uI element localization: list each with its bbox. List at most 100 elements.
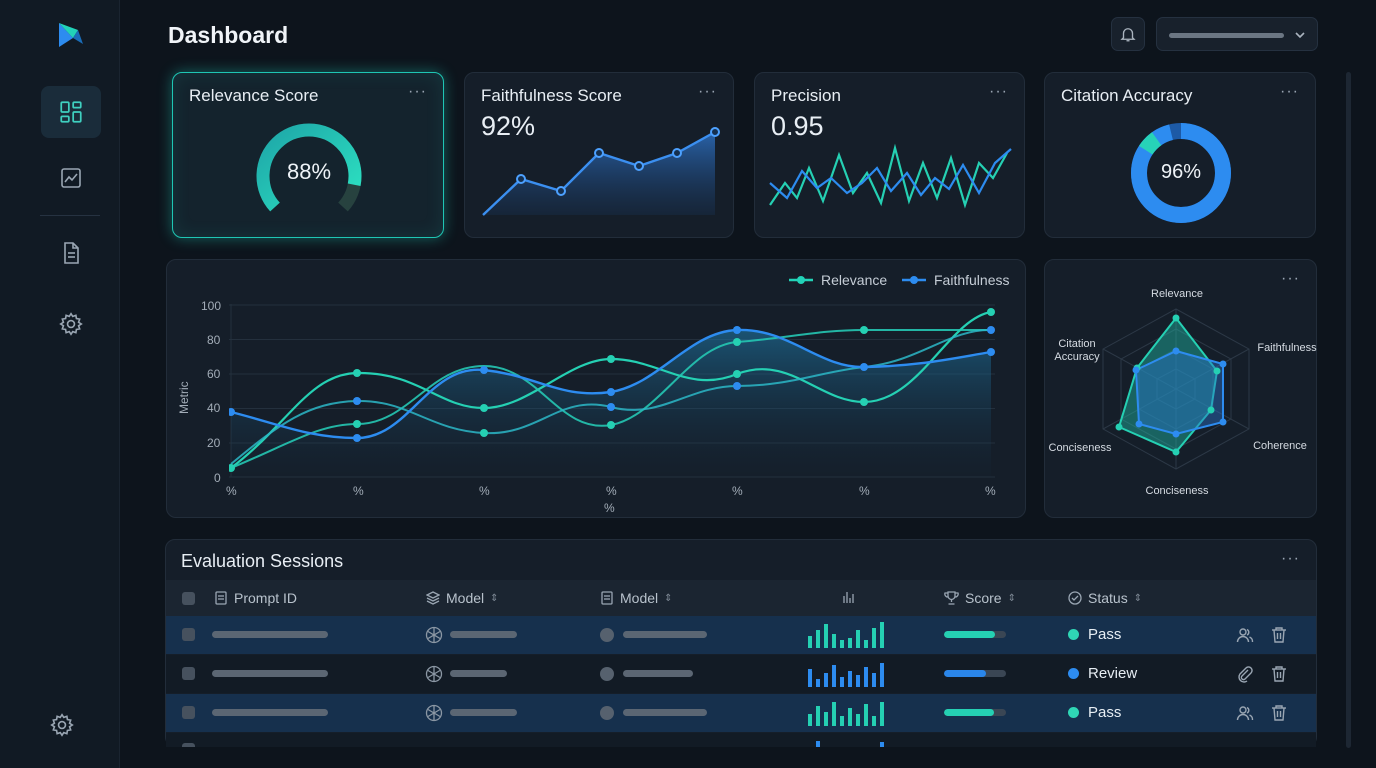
table-row[interactable] [166, 733, 1316, 747]
score-progress [944, 631, 1006, 638]
column-model[interactable]: Model ⇕ [426, 590, 499, 606]
status-dot [1068, 629, 1079, 640]
card-title: Relevance Score [189, 86, 319, 105]
workspace-select[interactable] [1156, 17, 1318, 51]
model-placeholder [450, 709, 517, 716]
sort-icon[interactable]: ⇕ [1133, 592, 1143, 604]
sidebar-item-analytics[interactable] [41, 152, 101, 204]
citation-donut [1131, 123, 1231, 223]
sidebar-item-settings[interactable] [41, 298, 101, 350]
model-placeholder [623, 631, 707, 638]
column-score[interactable]: Score ⇕ [944, 590, 1016, 606]
faithfulness-score-card[interactable]: Faithfulness Score 92% ··· [464, 72, 734, 238]
gear-icon [59, 312, 83, 336]
x-axis-label: % [604, 501, 615, 515]
x-tick: % [226, 484, 237, 498]
relevance-score-card[interactable]: Relevance Score ··· 88% [172, 72, 444, 238]
legend-swatch [902, 276, 926, 284]
sidebar-item-dashboard[interactable] [41, 86, 101, 138]
legend-relevance[interactable]: Relevance [789, 272, 887, 288]
more-options-button[interactable]: ··· [989, 83, 1008, 100]
table-title: Evaluation Sessions [181, 551, 344, 571]
more-options-button[interactable]: ··· [1281, 550, 1300, 567]
score-fill [944, 631, 995, 638]
score-fill [944, 670, 987, 677]
column-status[interactable]: Status ⇕ [1068, 590, 1142, 606]
bell-icon [1120, 28, 1136, 42]
radar-plot [1102, 308, 1250, 470]
notifications-button[interactable] [1111, 17, 1145, 51]
model-logo-icon [425, 704, 443, 722]
x-tick: % [606, 484, 617, 498]
column-model-2[interactable]: Model ⇕ [600, 590, 673, 606]
bottom-settings-button[interactable] [49, 712, 75, 743]
activity-sparkbars [816, 741, 884, 747]
column-label: Score [965, 590, 1002, 606]
card-title: Faithfulness Score [481, 86, 622, 105]
bar-chart-icon [843, 592, 854, 603]
trash-icon[interactable] [1270, 626, 1288, 644]
status-label: Pass [1088, 626, 1122, 643]
column-prompt-id[interactable]: Prompt ID [214, 590, 297, 606]
row-checkbox[interactable] [182, 628, 195, 641]
select-placeholder [1169, 33, 1284, 38]
relevance-value: 88% [286, 159, 332, 184]
more-options-button[interactable]: ··· [1280, 83, 1299, 100]
score-progress [944, 709, 1006, 716]
app-logo [56, 20, 86, 55]
gear-icon [50, 713, 74, 737]
radar-label: Relevance [1151, 288, 1203, 300]
citation-accuracy-card[interactable]: Citation Accuracy ··· 96% [1044, 72, 1316, 238]
activity-sparkbars [808, 663, 884, 687]
radar-label: Conciseness [1048, 442, 1112, 454]
y-tick: 20 [207, 436, 221, 450]
prompt-id-placeholder [212, 670, 328, 677]
trophy-icon [944, 591, 959, 605]
y-tick: 80 [207, 333, 221, 347]
users-icon[interactable] [1236, 626, 1254, 644]
legend-faithfulness[interactable]: Faithfulness [902, 272, 1009, 288]
table-row[interactable]: Review [166, 655, 1316, 693]
radar-label: Citation Accuracy [1054, 338, 1100, 363]
table-row[interactable]: Pass [166, 616, 1316, 654]
sidebar-item-documents[interactable] [41, 227, 101, 279]
table-row[interactable]: Pass [166, 694, 1316, 732]
prompt-id-placeholder [212, 709, 328, 716]
model-logo-icon [425, 626, 443, 644]
page-scrollbar[interactable] [1346, 72, 1351, 748]
legend-label: Relevance [821, 272, 888, 288]
paperclip-icon[interactable] [1236, 665, 1254, 683]
users-icon[interactable] [1236, 704, 1254, 722]
document-icon [64, 242, 79, 264]
trash-icon[interactable] [1270, 665, 1288, 683]
row-checkbox[interactable] [182, 743, 195, 747]
sort-icon[interactable]: ⇕ [490, 592, 499, 604]
more-options-button[interactable]: ··· [408, 83, 427, 100]
select-all-checkbox[interactable] [182, 592, 195, 605]
document-icon [601, 591, 613, 605]
score-progress [944, 670, 1006, 677]
sort-icon[interactable]: ⇕ [1007, 592, 1016, 604]
more-options-button[interactable]: ··· [698, 83, 717, 100]
activity-sparkbars [808, 622, 884, 648]
radar-label: Conciseness [1145, 485, 1209, 497]
row-checkbox[interactable] [182, 706, 195, 719]
model-placeholder [623, 670, 693, 677]
column-label: Model [446, 590, 485, 606]
layers-icon [426, 591, 440, 605]
more-options-button[interactable]: ··· [1281, 270, 1300, 287]
trash-icon[interactable] [1270, 704, 1288, 722]
y-tick: 40 [207, 401, 221, 415]
status-dot [1068, 707, 1079, 718]
precision-card[interactable]: Precision 0.95 ··· [754, 72, 1025, 238]
radar-label: Coherence [1253, 440, 1307, 452]
sort-icon[interactable]: ⇕ [664, 592, 673, 604]
row-checkbox[interactable] [182, 667, 195, 680]
gauge-fill [256, 123, 362, 212]
model-avatar [600, 706, 614, 720]
column-activity[interactable] [842, 590, 856, 604]
column-label: Status [1088, 590, 1128, 606]
score-fill [944, 709, 994, 716]
y-tick: 0 [214, 471, 221, 485]
faithfulness-value: 92% [481, 111, 536, 141]
